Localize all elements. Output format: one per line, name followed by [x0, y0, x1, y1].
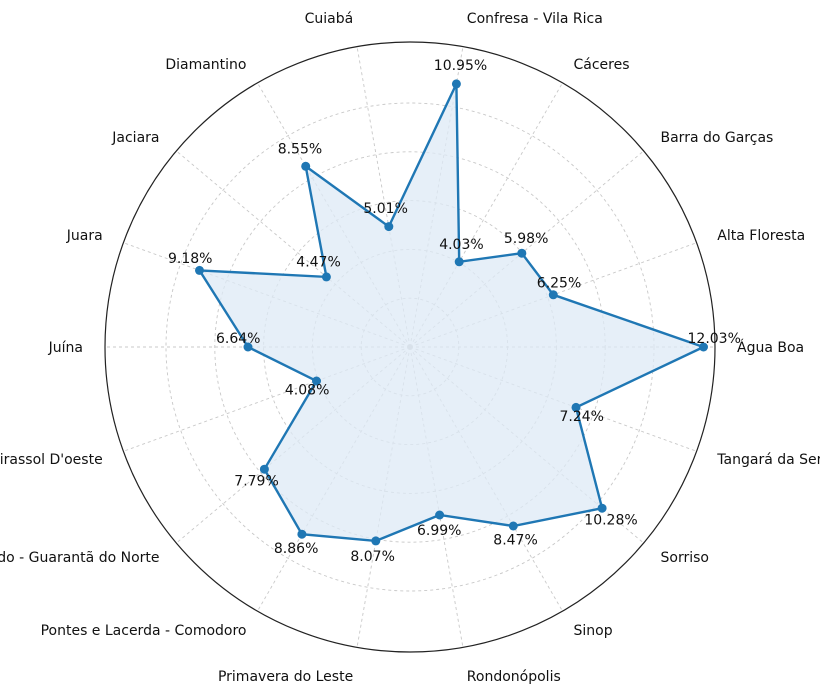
data-point [548, 290, 558, 300]
value-label: 4.47% [296, 255, 340, 271]
value-label: 6.64% [216, 331, 260, 347]
category-label: Água Boa [737, 339, 804, 356]
value-label: 5.01% [363, 201, 407, 217]
data-point [297, 529, 307, 539]
value-label: 8.86% [274, 541, 318, 557]
data-point [517, 248, 527, 258]
data-point [312, 376, 321, 386]
value-label: 8.07% [350, 549, 394, 565]
category-label: Pontes e Lacerda - Comodoro [41, 623, 247, 639]
value-label: 10.95% [434, 58, 487, 74]
category-label: Alta Floresta [717, 228, 805, 244]
data-point [259, 464, 269, 474]
data-point [597, 503, 607, 513]
value-label: 4.08% [285, 383, 329, 399]
category-label: Confresa - Vila Rica [467, 11, 603, 27]
category-label: Cuiabá [305, 11, 354, 27]
data-point [435, 510, 445, 520]
data-point [699, 342, 708, 352]
value-label: 8.55% [278, 142, 322, 158]
category-label: Primavera do Leste [218, 669, 353, 685]
value-label: 7.24% [560, 409, 604, 425]
data-point [301, 161, 311, 171]
category-label: Mirassol D'oeste [0, 452, 103, 468]
data-point [454, 257, 464, 267]
data-point [451, 79, 461, 89]
value-label: 9.18% [168, 251, 212, 267]
category-label: Diamantino [165, 57, 246, 73]
category-label: Sinop [574, 623, 613, 639]
category-label: Peixoto de Azevedo - Guarantã do Norte [0, 550, 160, 566]
category-label: Juína [48, 340, 83, 356]
data-point [243, 342, 253, 352]
category-label: Sorriso [661, 550, 709, 566]
category-label: Rondonópolis [467, 669, 561, 685]
value-label: 10.28% [584, 513, 637, 529]
data-point [195, 265, 204, 275]
value-label: 8.47% [493, 533, 537, 549]
value-label: 6.99% [417, 523, 461, 539]
category-label: Juara [66, 228, 103, 244]
category-label: Jaciara [111, 130, 159, 146]
data-point [508, 521, 518, 531]
value-label: 6.25% [537, 275, 581, 291]
value-label: 12.03% [688, 331, 741, 347]
value-label: 5.98% [504, 231, 548, 247]
category-label: Tangará da Serra [716, 452, 820, 468]
outer-ring [104, 41, 716, 653]
category-label: Cáceres [574, 57, 630, 73]
data-point [321, 272, 331, 282]
data-point [371, 536, 381, 546]
category-label: Barra do Garças [661, 130, 774, 146]
data-point [571, 402, 581, 412]
series-area [199, 83, 704, 541]
value-label: 7.79% [234, 474, 278, 490]
value-label: 4.03% [439, 237, 483, 253]
data-point [384, 222, 394, 232]
